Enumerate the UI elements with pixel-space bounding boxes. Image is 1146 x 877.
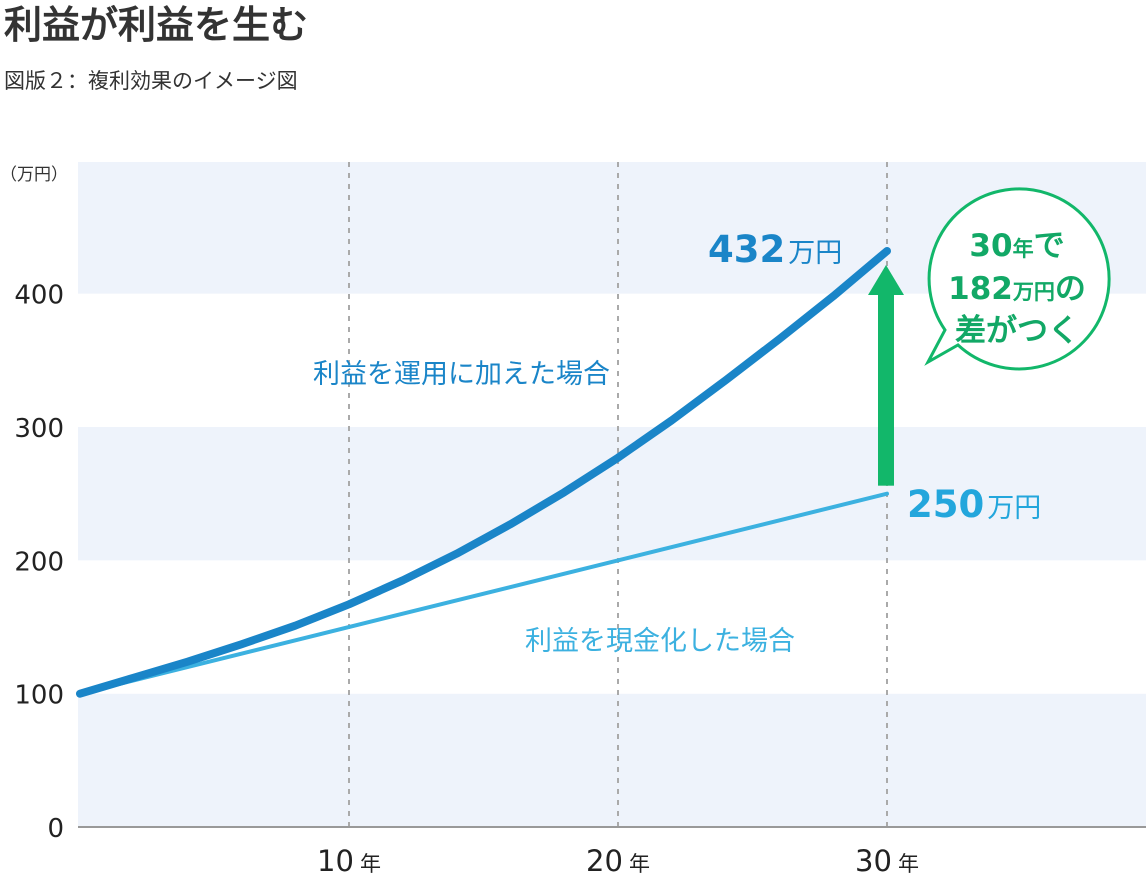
chart-title: 利益が利益を生む: [4, 3, 309, 47]
series-lines: [76, 247, 891, 698]
end-value-simple: 250: [907, 483, 984, 526]
series-line-simple: [78, 491, 889, 696]
callout-line-2: 182万円の: [948, 271, 1086, 307]
x-tick-30: 30 年: [855, 844, 919, 877]
y-tick-200: 200: [14, 547, 64, 577]
grid-band: [78, 693, 1146, 827]
y-tick-labels: 0 100 200 300 400: [14, 281, 64, 844]
callout-bubble-shape: [924, 187, 1111, 371]
x-tick-20: 20 年: [586, 844, 650, 877]
callout-line-3: 差がつく: [955, 313, 1079, 349]
arrow-head: [868, 265, 904, 296]
callout-line-1: 30年で: [969, 228, 1064, 264]
x-tick-10: 10 年: [317, 844, 381, 877]
callout-bubble: 30年で 182万円の 差がつく: [924, 187, 1111, 371]
difference-arrow: [868, 265, 904, 486]
end-unit-compound: 万円: [788, 238, 842, 269]
chart-subtitle: 図版２：複利効果のイメージ図: [4, 69, 298, 93]
series-label-simple: 利益を現金化した場合: [525, 626, 795, 657]
end-label-compound: 432 万円: [708, 228, 842, 271]
y-tick-300: 300: [14, 414, 64, 444]
arrow-shaft: [878, 293, 894, 486]
y-tick-400: 400: [14, 281, 64, 311]
end-unit-simple: 万円: [987, 493, 1041, 524]
y-unit-label: （万円）: [0, 165, 68, 185]
end-label-simple: 250 万円: [907, 483, 1041, 526]
y-tick-100: 100: [14, 681, 64, 711]
background-bands: [78, 162, 1146, 827]
x-tick-labels: 10 年 20 年 30 年: [317, 844, 919, 877]
series-line-compound: [76, 247, 891, 698]
y-tick-0: 0: [47, 814, 64, 844]
series-label-compound: 利益を運用に加えた場合: [313, 359, 610, 390]
grid-band: [78, 560, 1146, 694]
end-value-compound: 432: [708, 228, 785, 271]
grid-band: [78, 427, 1146, 561]
